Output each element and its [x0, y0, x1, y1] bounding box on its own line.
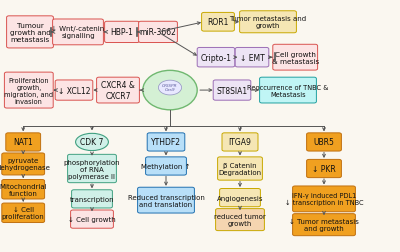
FancyBboxPatch shape	[6, 17, 54, 49]
Text: ST8SIA1: ST8SIA1	[216, 86, 248, 95]
FancyBboxPatch shape	[216, 209, 264, 231]
Text: ↓ Cell
proliferation: ↓ Cell proliferation	[2, 206, 44, 219]
Text: Cripto-1: Cripto-1	[200, 53, 232, 62]
Text: CRISPR
Cas9: CRISPR Cas9	[162, 83, 178, 92]
Text: Tumour
growth and
metastasis: Tumour growth and metastasis	[10, 23, 50, 43]
FancyBboxPatch shape	[213, 81, 251, 101]
FancyBboxPatch shape	[218, 157, 262, 180]
Ellipse shape	[76, 134, 108, 151]
FancyBboxPatch shape	[53, 20, 103, 46]
Text: Proliferation
growth,
migration, and
invasion: Proliferation growth, migration, and inv…	[4, 77, 53, 104]
FancyBboxPatch shape	[72, 190, 112, 208]
FancyBboxPatch shape	[97, 78, 139, 104]
FancyBboxPatch shape	[293, 214, 356, 236]
FancyBboxPatch shape	[105, 22, 140, 43]
Text: IFN-γ induced PDL1
↓ transcription in TNBC: IFN-γ induced PDL1 ↓ transcription in TN…	[285, 193, 363, 206]
Text: Reduced transcription
and translation: Reduced transcription and translation	[128, 194, 204, 207]
Text: UBR5: UBR5	[314, 138, 334, 147]
Text: Tumor metastasis and
growth: Tumor metastasis and growth	[230, 16, 306, 29]
Text: ↓ Cell growth: ↓ Cell growth	[68, 216, 116, 222]
FancyBboxPatch shape	[307, 160, 342, 178]
FancyBboxPatch shape	[139, 22, 178, 43]
Text: Reoccurrence of TNBC &
Metastasis: Reoccurrence of TNBC & Metastasis	[247, 84, 329, 97]
Text: phosphorylation
of RNA
polymerase II: phosphorylation of RNA polymerase II	[64, 159, 120, 179]
FancyBboxPatch shape	[6, 133, 41, 151]
Ellipse shape	[158, 81, 182, 96]
FancyBboxPatch shape	[2, 203, 45, 223]
Text: NAT1: NAT1	[13, 138, 33, 147]
FancyBboxPatch shape	[307, 133, 342, 151]
FancyBboxPatch shape	[202, 13, 234, 32]
FancyBboxPatch shape	[197, 48, 235, 68]
FancyBboxPatch shape	[240, 12, 296, 34]
FancyBboxPatch shape	[2, 180, 45, 199]
FancyBboxPatch shape	[4, 73, 53, 109]
Text: ITGA9: ITGA9	[228, 138, 252, 147]
Text: Methylation ↑: Methylation ↑	[141, 163, 191, 169]
Text: Cell growth
& metastasis: Cell growth & metastasis	[272, 51, 319, 65]
Text: Mitochondrial
function: Mitochondrial function	[0, 183, 47, 196]
FancyBboxPatch shape	[220, 189, 260, 207]
FancyBboxPatch shape	[55, 81, 93, 101]
Text: miR-3662: miR-3662	[140, 28, 176, 37]
Text: reduced tumor
growth: reduced tumor growth	[214, 213, 266, 226]
FancyBboxPatch shape	[260, 78, 316, 104]
Text: pyruvate
dehydrogenase: pyruvate dehydrogenase	[0, 158, 50, 171]
Text: β Catenin
Degradation: β Catenin Degradation	[218, 162, 262, 175]
FancyBboxPatch shape	[68, 155, 116, 183]
Text: ↓ Wnt/-catenin
signalling: ↓ Wnt/-catenin signalling	[51, 26, 105, 39]
FancyBboxPatch shape	[146, 157, 186, 175]
Text: YTHDF2: YTHDF2	[151, 138, 181, 147]
Text: ↓ EMT: ↓ EMT	[240, 53, 264, 62]
Text: ↓ PKR: ↓ PKR	[312, 164, 336, 173]
FancyBboxPatch shape	[273, 45, 318, 71]
FancyBboxPatch shape	[70, 210, 114, 228]
Text: CXCR4 &
CXCR7: CXCR4 & CXCR7	[101, 81, 135, 100]
FancyBboxPatch shape	[147, 133, 185, 151]
Ellipse shape	[143, 71, 197, 110]
Text: HBP-1: HBP-1	[110, 28, 134, 37]
FancyBboxPatch shape	[235, 48, 269, 68]
Text: transcription: transcription	[70, 196, 114, 202]
Text: ↓ XCL12: ↓ XCL12	[58, 86, 90, 95]
Text: ↓ Tumor metastasis
and growth: ↓ Tumor metastasis and growth	[289, 218, 359, 231]
FancyBboxPatch shape	[222, 133, 258, 151]
FancyBboxPatch shape	[138, 187, 194, 213]
Text: ROR1: ROR1	[207, 18, 229, 27]
Text: Angiogenesis: Angiogenesis	[217, 195, 263, 201]
FancyBboxPatch shape	[293, 186, 356, 212]
Text: CDK 7: CDK 7	[80, 138, 104, 147]
FancyBboxPatch shape	[2, 153, 45, 175]
